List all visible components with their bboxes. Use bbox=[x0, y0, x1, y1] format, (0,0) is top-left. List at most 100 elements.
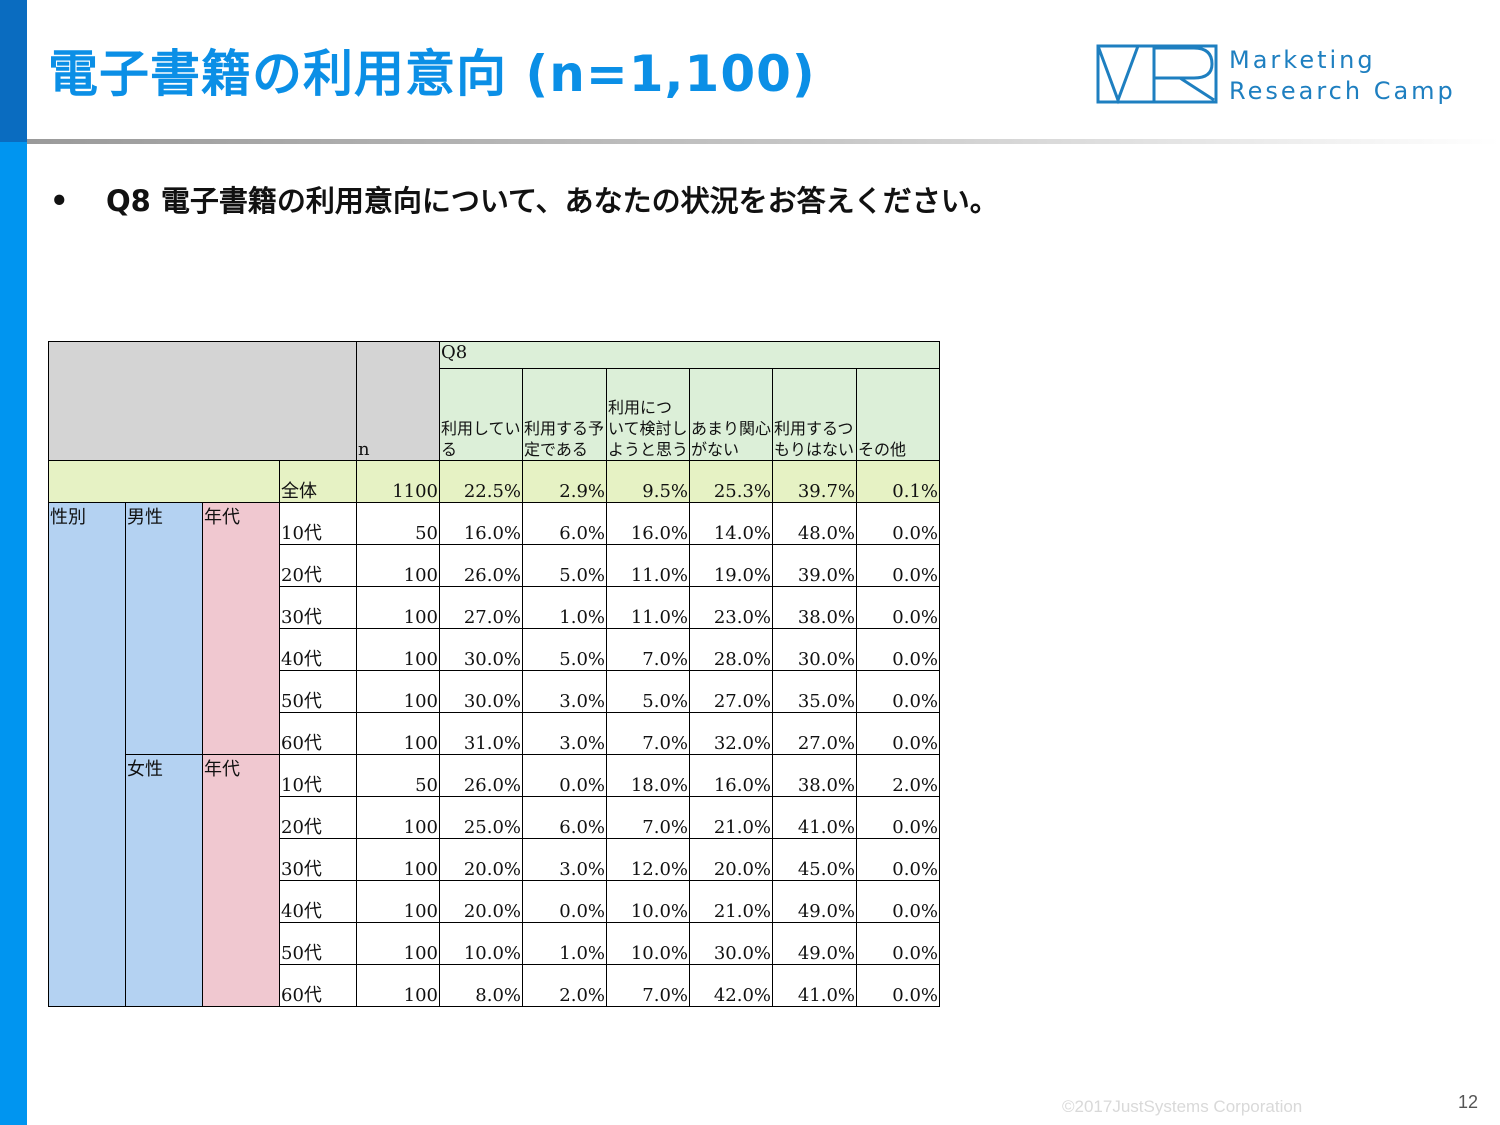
row-value: 30.0% bbox=[689, 922, 773, 965]
row-value: 25.0% bbox=[439, 796, 523, 839]
row-value: 41.0% bbox=[772, 964, 857, 1007]
total-row: 全体 1100 22.5% 2.9% 9.5% 25.3% 39.7% 0.1% bbox=[48, 460, 940, 503]
header-col-6: その他 bbox=[856, 368, 940, 461]
age-label: 60代 bbox=[279, 712, 357, 755]
row-value: 39.0% bbox=[772, 544, 857, 587]
row-value: 0.0% bbox=[856, 502, 940, 545]
age-label: 40代 bbox=[279, 628, 357, 671]
total-value: 0.1% bbox=[856, 460, 940, 503]
table-row: 60代 100 31.0% 3.0% 7.0% 32.0% 27.0% 0.0% bbox=[49, 712, 940, 755]
row-value: 0.0% bbox=[856, 670, 940, 713]
row-value: 5.0% bbox=[522, 628, 607, 671]
row-value: 35.0% bbox=[772, 670, 857, 713]
row-value: 0.0% bbox=[522, 880, 607, 923]
table-row: 40代 100 30.0% 5.0% 7.0% 28.0% 30.0% 0.0% bbox=[49, 628, 940, 671]
header-row-1: n Q8 bbox=[48, 340, 940, 461]
age-label: 40代 bbox=[279, 880, 357, 923]
total-value: 22.5% bbox=[439, 460, 523, 503]
row-value: 7.0% bbox=[606, 964, 690, 1007]
row-n: 50 bbox=[356, 502, 440, 545]
row-n: 50 bbox=[356, 754, 440, 797]
row-value: 11.0% bbox=[606, 544, 690, 587]
row-value: 0.0% bbox=[856, 712, 940, 755]
header-col-2: 利用する予定である bbox=[522, 368, 607, 461]
age-label: 30代 bbox=[279, 586, 357, 629]
row-value: 30.0% bbox=[772, 628, 857, 671]
age-label: 10代 bbox=[279, 754, 357, 797]
row-value: 27.0% bbox=[439, 586, 523, 629]
row-n: 100 bbox=[356, 880, 440, 923]
bullet: • bbox=[50, 184, 69, 218]
total-label: 全体 bbox=[279, 460, 357, 503]
row-value: 6.0% bbox=[522, 502, 607, 545]
row-value: 3.0% bbox=[522, 712, 607, 755]
total-label-blank bbox=[48, 460, 280, 503]
row-value: 7.0% bbox=[606, 628, 690, 671]
section-label-gender: 性別 bbox=[48, 502, 126, 1007]
row-value: 20.0% bbox=[439, 838, 523, 881]
sidebar-accent bbox=[0, 142, 27, 1125]
table-row: 30代 100 20.0% 3.0% 12.0% 20.0% 45.0% 0.0% bbox=[49, 838, 940, 881]
row-value: 14.0% bbox=[689, 502, 773, 545]
row-value: 19.0% bbox=[689, 544, 773, 587]
age-label: 20代 bbox=[279, 544, 357, 587]
row-value: 5.0% bbox=[606, 670, 690, 713]
gender-label: 男性 bbox=[125, 502, 203, 755]
header-row-2: 利用している 利用する予定である 利用について検討しようと思う あまり関心がない… bbox=[49, 368, 940, 461]
row-value: 30.0% bbox=[439, 628, 523, 671]
table-row: 20代 100 25.0% 6.0% 7.0% 21.0% 41.0% 0.0% bbox=[49, 796, 940, 839]
row-value: 3.0% bbox=[522, 838, 607, 881]
question-text: • Q8 電子書籍の利用意向について、あなたの状況をお答えください。 bbox=[50, 178, 999, 220]
page-number: 12 bbox=[1458, 1092, 1479, 1112]
row-value: 11.0% bbox=[606, 586, 690, 629]
row-value: 10.0% bbox=[606, 880, 690, 923]
age-label: 60代 bbox=[279, 964, 357, 1007]
row-value: 0.0% bbox=[856, 796, 940, 839]
table-row: 性別 男性 年代 10代 50 16.0% 6.0% 16.0% 14.0% 48.0% 0.0% bbox=[48, 502, 940, 1007]
row-value: 0.0% bbox=[856, 880, 940, 923]
table-row: 50代 100 10.0% 1.0% 10.0% 30.0% 49.0% 0.0% bbox=[49, 922, 940, 965]
row-value: 49.0% bbox=[772, 922, 857, 965]
age-label: 20代 bbox=[279, 796, 357, 839]
row-n: 100 bbox=[356, 712, 440, 755]
row-value: 7.0% bbox=[606, 796, 690, 839]
row-n: 100 bbox=[356, 670, 440, 713]
total-n: 1100 bbox=[356, 460, 440, 503]
gender-label: 女性 bbox=[125, 754, 203, 1007]
header-col-3: 利用について検討しようと思う bbox=[606, 368, 690, 461]
mr-logo-icon bbox=[1096, 44, 1218, 105]
row-value: 20.0% bbox=[689, 838, 773, 881]
age-group-label: 年代 bbox=[202, 502, 280, 755]
table-row: 30代 100 27.0% 1.0% 11.0% 23.0% 38.0% 0.0% bbox=[49, 586, 940, 629]
row-value: 27.0% bbox=[689, 670, 773, 713]
row-value: 20.0% bbox=[439, 880, 523, 923]
row-value: 0.0% bbox=[856, 586, 940, 629]
total-value: 39.7% bbox=[772, 460, 857, 503]
row-value: 0.0% bbox=[856, 922, 940, 965]
table-body: n Q8 利用している 利用する予定である 利用について検討しようと思う あまり… bbox=[48, 340, 940, 1007]
header-col-5: 利用するつもりはない bbox=[772, 368, 857, 461]
row-value: 16.0% bbox=[606, 502, 690, 545]
header-q8: Q8 bbox=[439, 340, 940, 370]
row-value: 16.0% bbox=[439, 502, 523, 545]
row-n: 100 bbox=[356, 544, 440, 587]
row-value: 0.0% bbox=[856, 838, 940, 881]
row-value: 7.0% bbox=[606, 712, 690, 755]
header-col-4: あまり関心がない bbox=[689, 368, 773, 461]
total-value: 9.5% bbox=[606, 460, 690, 503]
age-label: 10代 bbox=[279, 502, 357, 545]
row-value: 1.0% bbox=[522, 586, 607, 629]
table-row: 40代 100 20.0% 0.0% 10.0% 21.0% 49.0% 0.0% bbox=[49, 880, 940, 923]
row-value: 0.0% bbox=[856, 964, 940, 1007]
table-row: 女性 年代 10代 50 26.0% 0.0% 18.0% 16.0% 38.0% 2.0% bbox=[49, 754, 940, 1007]
age-label: 50代 bbox=[279, 922, 357, 965]
age-label: 50代 bbox=[279, 670, 357, 713]
row-value: 42.0% bbox=[689, 964, 773, 1007]
logo-text-line1: Marketing bbox=[1229, 46, 1376, 74]
row-value: 10.0% bbox=[439, 922, 523, 965]
crosstab-table: n Q8 利用している 利用する予定である 利用について検討しようと思う あまり… bbox=[48, 340, 940, 1007]
total-value: 2.9% bbox=[522, 460, 607, 503]
row-value: 6.0% bbox=[522, 796, 607, 839]
row-value: 38.0% bbox=[772, 586, 857, 629]
table-row: 60代 100 8.0% 2.0% 7.0% 42.0% 41.0% 0.0% bbox=[49, 964, 940, 1007]
